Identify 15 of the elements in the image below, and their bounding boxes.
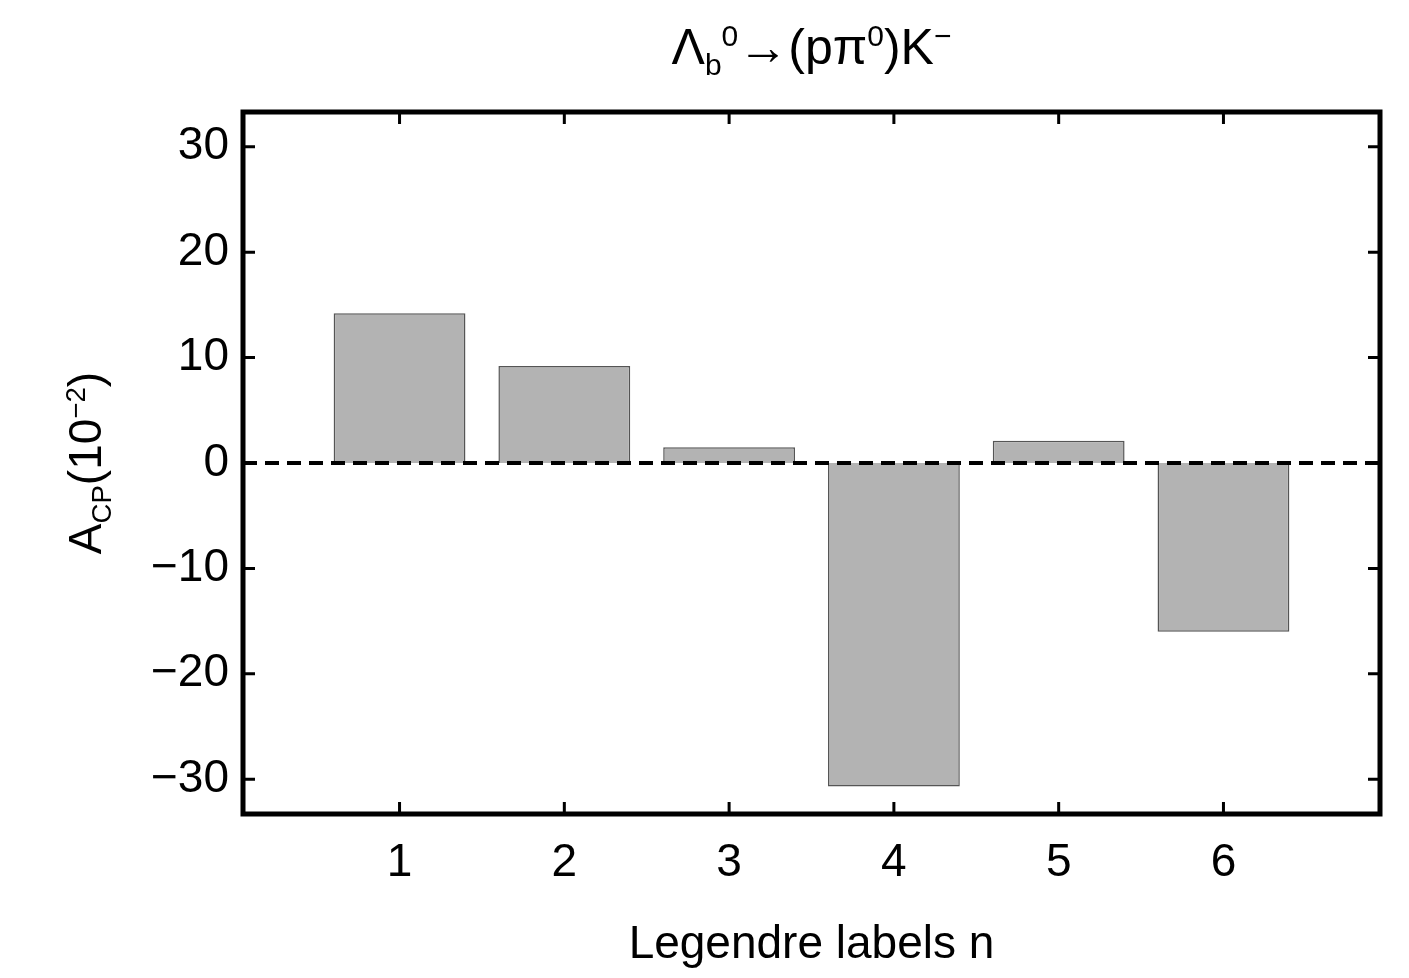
x-tick-label: 1 [386, 834, 413, 887]
y-tick-label: 30 [177, 117, 229, 170]
y-tick-label: 10 [177, 328, 229, 381]
x-tick-label: 3 [716, 834, 742, 887]
y-tick-label: 0 [203, 433, 229, 486]
x-tick-label: 2 [551, 834, 578, 887]
y-tick-label: −10 [150, 539, 229, 592]
chart-title: Λ$_{b}$$^{0}$→(pπ$^{0}$)K$^{−}$ [670, 18, 953, 82]
x-tick-label: 6 [1210, 834, 1237, 887]
y-tick-label: −30 [150, 749, 229, 802]
y-tick-label: −20 [150, 644, 229, 697]
x-tick-label: 5 [1045, 834, 1072, 887]
y-tick-label: 20 [177, 222, 229, 275]
x-axis-title: Legendre labels n [627, 915, 996, 969]
x-tick-label: 4 [881, 834, 907, 887]
